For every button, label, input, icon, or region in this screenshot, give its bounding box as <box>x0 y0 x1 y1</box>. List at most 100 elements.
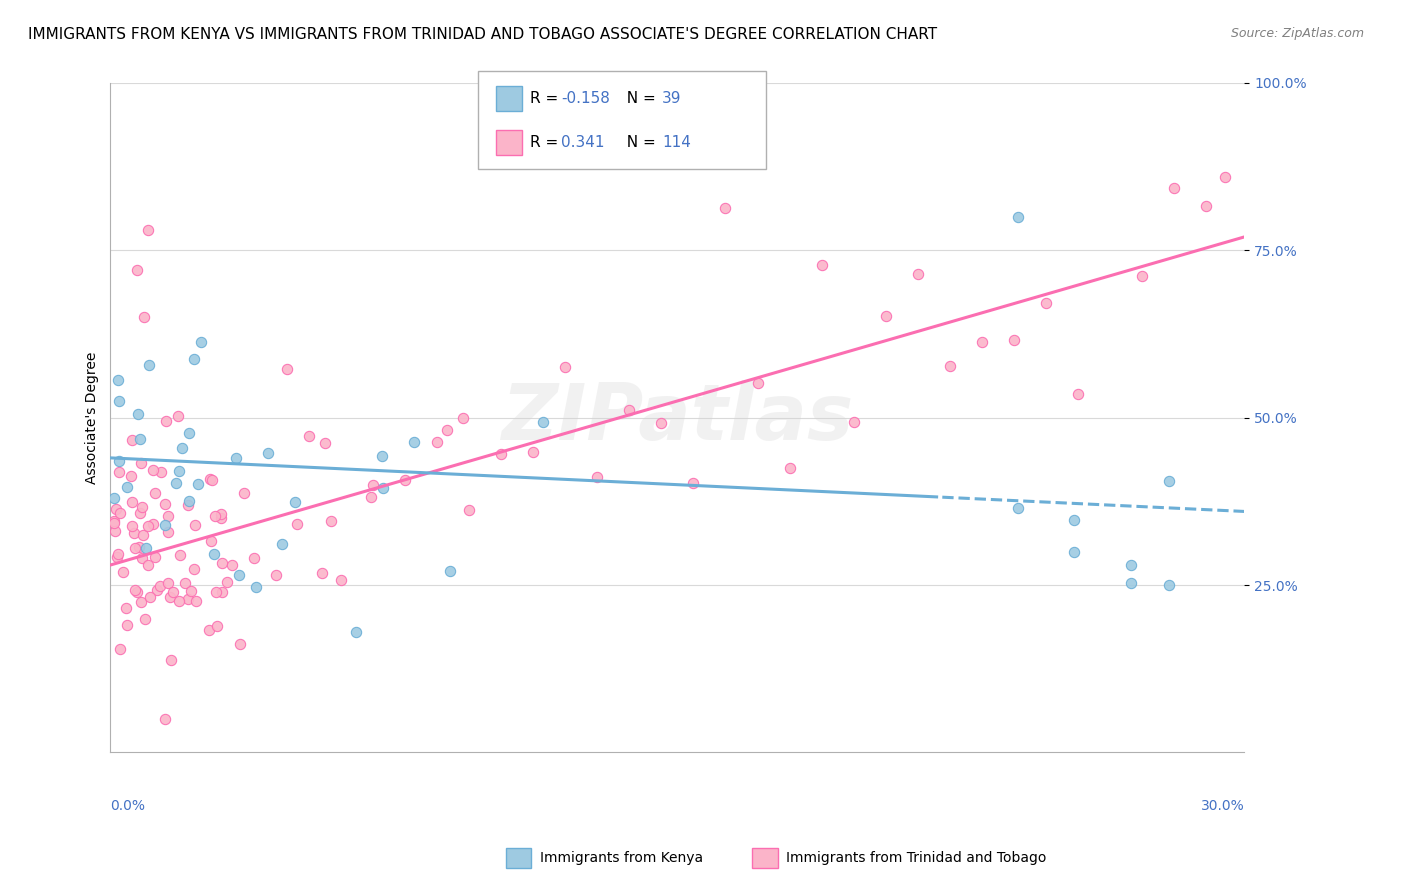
Point <box>157 575 180 590</box>
Point <box>115 618 138 632</box>
Point <box>129 595 152 609</box>
Point <box>682 476 704 491</box>
Point <box>108 454 131 468</box>
Point <box>1195 198 1218 212</box>
Point <box>1130 268 1153 283</box>
Point <box>1007 210 1029 224</box>
Point <box>228 567 250 582</box>
Point <box>245 580 267 594</box>
Point <box>209 510 232 524</box>
Point <box>586 470 609 484</box>
Text: ZIPatlas: ZIPatlas <box>501 380 853 456</box>
Point <box>619 403 641 417</box>
Point <box>198 472 221 486</box>
Point <box>177 591 200 606</box>
Point <box>907 267 929 281</box>
Point <box>177 425 200 440</box>
Point <box>1157 474 1180 488</box>
Point <box>142 463 165 477</box>
Point <box>104 524 127 538</box>
Point <box>105 550 128 565</box>
Point <box>842 415 865 429</box>
Point <box>285 516 308 531</box>
Point <box>439 564 461 578</box>
Point <box>120 468 142 483</box>
Point <box>190 334 212 349</box>
Point <box>108 642 131 657</box>
Point <box>129 456 152 470</box>
Point <box>970 334 993 349</box>
Point <box>714 201 737 215</box>
Point <box>112 565 135 579</box>
Point <box>169 548 191 562</box>
Point <box>135 541 157 555</box>
Point <box>183 562 205 576</box>
Point <box>179 494 201 508</box>
Point <box>1157 578 1180 592</box>
Text: N =: N = <box>617 91 661 105</box>
Point <box>165 475 187 490</box>
Point <box>201 473 224 487</box>
Point <box>124 582 146 597</box>
Point <box>314 435 336 450</box>
Point <box>198 623 221 637</box>
Point <box>311 566 333 580</box>
Point <box>205 584 228 599</box>
Point <box>108 466 131 480</box>
Text: N =: N = <box>617 136 661 150</box>
Point <box>284 495 307 509</box>
Point <box>256 445 278 459</box>
Text: 0.0%: 0.0% <box>111 799 145 814</box>
Point <box>146 583 169 598</box>
Point <box>1035 296 1057 310</box>
Point <box>394 473 416 487</box>
Point <box>155 712 177 726</box>
Point <box>650 416 672 430</box>
Point <box>187 477 209 491</box>
Point <box>186 594 208 608</box>
Point <box>810 258 832 272</box>
Point <box>489 447 512 461</box>
Y-axis label: Associate's Degree: Associate's Degree <box>86 351 100 483</box>
Point <box>229 637 252 651</box>
Point <box>457 503 479 517</box>
Point <box>1063 513 1085 527</box>
Point <box>110 506 132 520</box>
Point <box>122 525 145 540</box>
Point <box>360 490 382 504</box>
Point <box>124 541 146 555</box>
Text: Source: ZipAtlas.com: Source: ZipAtlas.com <box>1230 27 1364 40</box>
Point <box>127 407 149 421</box>
Point <box>125 585 148 599</box>
Point <box>131 500 153 515</box>
Point <box>170 441 193 455</box>
Point <box>371 450 394 464</box>
Point <box>225 451 247 466</box>
Text: 0.341: 0.341 <box>561 136 605 150</box>
Point <box>436 423 458 437</box>
Point <box>402 434 425 449</box>
Point <box>204 547 226 561</box>
Point <box>451 410 474 425</box>
Point <box>1067 386 1090 401</box>
Point <box>129 432 152 446</box>
Point <box>554 359 576 374</box>
Point <box>115 480 138 494</box>
Point <box>150 465 173 479</box>
Point <box>176 498 198 512</box>
Point <box>159 590 181 604</box>
Point <box>128 540 150 554</box>
Point <box>105 501 128 516</box>
Point <box>371 482 394 496</box>
Point <box>167 409 190 423</box>
Point <box>138 590 160 604</box>
Point <box>107 548 129 562</box>
Point <box>136 518 159 533</box>
Point <box>875 309 897 323</box>
Point <box>1063 544 1085 558</box>
Point <box>319 514 342 528</box>
Point <box>184 517 207 532</box>
Point <box>160 652 183 666</box>
Point <box>1215 169 1237 184</box>
Point <box>156 508 179 523</box>
